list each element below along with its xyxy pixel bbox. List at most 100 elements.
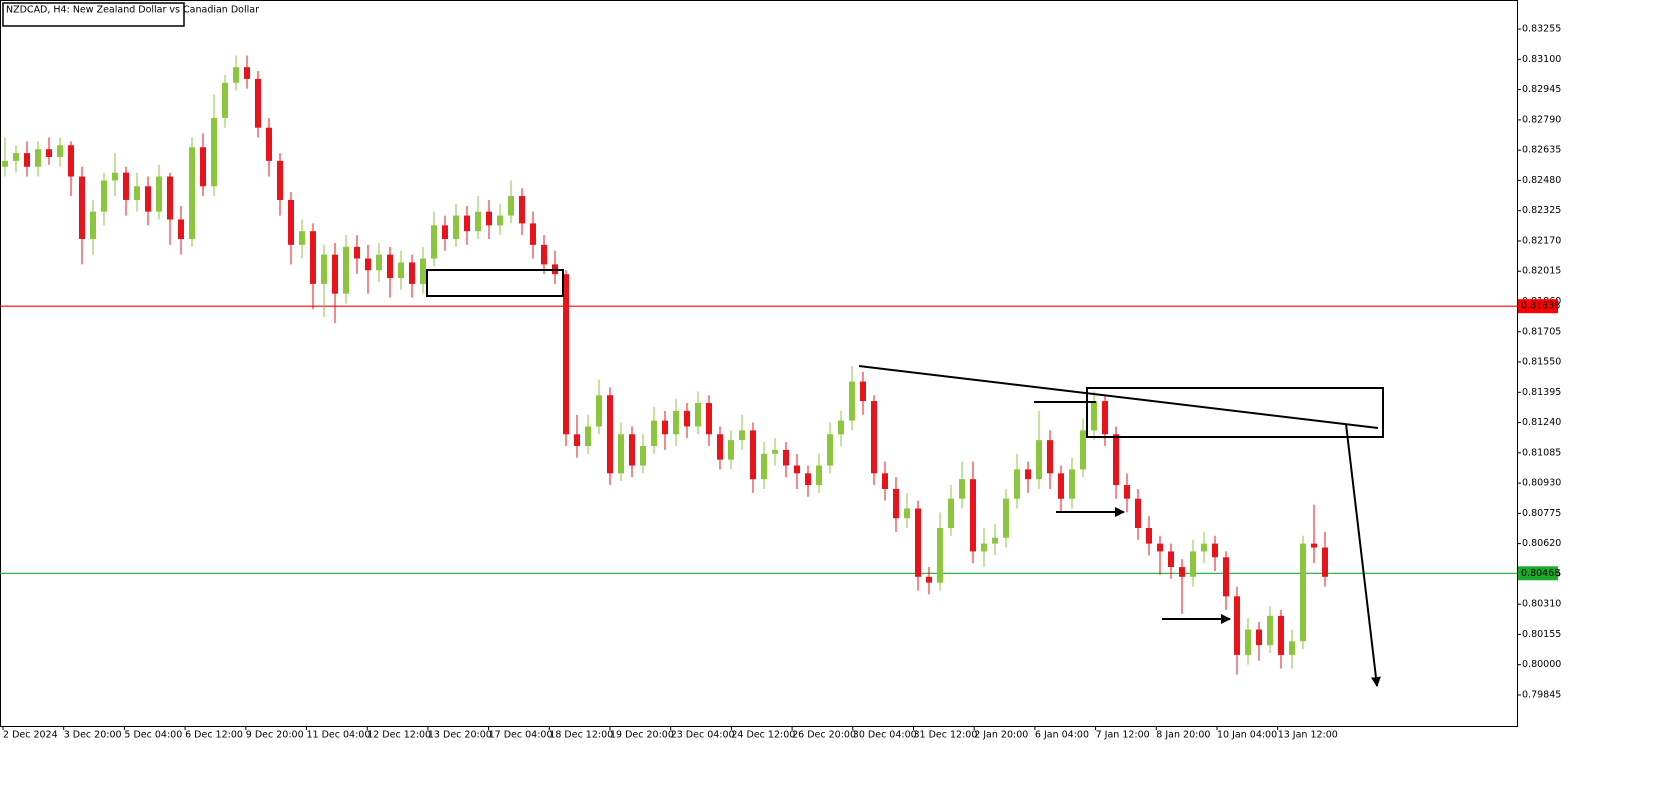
candle-body bbox=[794, 465, 800, 474]
y-tick-label: 0.83255 bbox=[1522, 24, 1561, 35]
y-tick-label: 0.80775 bbox=[1522, 508, 1561, 519]
candle-body bbox=[2, 160, 8, 167]
x-tick-label: 9 Dec 20:00 bbox=[246, 730, 304, 741]
candle-body bbox=[541, 244, 547, 265]
candle-body bbox=[1047, 440, 1053, 474]
candle-body bbox=[937, 528, 943, 583]
y-tick-label: 0.83100 bbox=[1522, 54, 1561, 65]
x-tick-label: 2 Dec 2024 bbox=[3, 730, 58, 741]
candle-body bbox=[1102, 401, 1108, 435]
candle-body bbox=[1157, 543, 1163, 552]
candle-body bbox=[1223, 557, 1229, 597]
x-tick-label: 13 Jan 12:00 bbox=[1278, 730, 1338, 741]
candle-body bbox=[772, 449, 778, 454]
x-tick-label: 2 Jan 20:00 bbox=[974, 730, 1028, 741]
candle-body bbox=[277, 160, 283, 200]
y-tick-label: 0.82945 bbox=[1522, 84, 1561, 95]
candle-body bbox=[1003, 498, 1009, 538]
candle-body bbox=[750, 430, 756, 480]
candle-body bbox=[827, 434, 833, 466]
candle-body bbox=[68, 145, 74, 177]
candle-body bbox=[1245, 629, 1251, 655]
candle-body bbox=[849, 381, 855, 421]
plot-frame bbox=[0, 0, 1518, 727]
candle-body bbox=[728, 440, 734, 460]
chart-title: NZDCAD, H4: New Zealand Dollar vs Canadi… bbox=[6, 5, 259, 16]
candle-body bbox=[1300, 543, 1306, 642]
candle-body bbox=[1080, 430, 1086, 470]
candle-body bbox=[321, 254, 327, 284]
level-tag bbox=[1518, 566, 1558, 581]
candle-body bbox=[145, 186, 151, 212]
y-tick-label: 0.82170 bbox=[1522, 235, 1561, 246]
candle-body bbox=[1058, 473, 1064, 499]
candle-body bbox=[1146, 528, 1152, 544]
candle-body bbox=[1036, 440, 1042, 480]
x-tick-label: 19 Dec 20:00 bbox=[610, 730, 674, 741]
candle-body bbox=[123, 172, 129, 200]
candle-body bbox=[1091, 401, 1097, 431]
y-tick-label: 0.79845 bbox=[1522, 689, 1561, 700]
arrow bbox=[1345, 423, 1381, 687]
candle-body bbox=[739, 430, 745, 441]
candle-body bbox=[112, 172, 118, 181]
y-tick-label: 0.80000 bbox=[1522, 659, 1561, 670]
candle-body bbox=[1201, 543, 1207, 552]
candle-body bbox=[409, 262, 415, 284]
candle-body bbox=[134, 186, 140, 200]
candle-body bbox=[453, 215, 459, 240]
candle-body bbox=[1069, 469, 1075, 499]
x-tick-label: 18 Dec 12:00 bbox=[549, 730, 613, 741]
candle-body bbox=[46, 149, 52, 157]
candle-body bbox=[101, 180, 107, 212]
candle-body bbox=[1190, 551, 1196, 577]
candle-body bbox=[420, 258, 426, 284]
y-tick-label: 0.81705 bbox=[1522, 326, 1561, 337]
candle-body bbox=[684, 410, 690, 427]
x-tick-label: 30 Dec 04:00 bbox=[853, 730, 917, 741]
candle-body bbox=[607, 395, 613, 474]
candle-body bbox=[222, 82, 228, 118]
x-tick-label: 6 Dec 12:00 bbox=[185, 730, 243, 741]
candle-body bbox=[189, 147, 195, 240]
x-tick-label: 23 Dec 04:00 bbox=[671, 730, 735, 741]
candle-body bbox=[662, 420, 668, 435]
candle-body bbox=[24, 153, 30, 167]
candle-body bbox=[266, 127, 272, 161]
candle-body bbox=[695, 403, 701, 427]
x-tick-label: 11 Dec 04:00 bbox=[307, 730, 371, 741]
candle-body bbox=[57, 145, 63, 157]
candle-body bbox=[959, 479, 965, 499]
candle-body bbox=[596, 395, 602, 427]
x-tick-label: 17 Dec 04:00 bbox=[489, 730, 553, 741]
candle-body bbox=[805, 473, 811, 486]
candle-body bbox=[475, 211, 481, 232]
candle-body bbox=[376, 254, 382, 271]
candle-body bbox=[1267, 615, 1273, 646]
candle-body bbox=[1179, 567, 1185, 577]
candle-body bbox=[761, 453, 767, 480]
y-tick-label: 0.81550 bbox=[1522, 357, 1561, 368]
x-tick-label: 7 Jan 12:00 bbox=[1096, 730, 1150, 741]
candle-body bbox=[519, 196, 525, 224]
y-tick-label: 0.82790 bbox=[1522, 114, 1561, 125]
candle-body bbox=[871, 401, 877, 474]
title-box bbox=[2, 2, 185, 27]
x-tick-label: 26 Dec 20:00 bbox=[792, 730, 856, 741]
candle-body bbox=[211, 117, 217, 187]
candle-body bbox=[882, 473, 888, 489]
candle-body bbox=[35, 149, 41, 167]
candle-body bbox=[442, 225, 448, 240]
x-tick-label: 12 Dec 12:00 bbox=[367, 730, 431, 741]
x-tick-label: 5 Dec 04:00 bbox=[124, 730, 182, 741]
level-label: 0.80468 bbox=[1521, 568, 1560, 579]
candle-body bbox=[1256, 629, 1262, 646]
x-tick-label: 24 Dec 12:00 bbox=[731, 730, 795, 741]
candle-body bbox=[288, 199, 294, 245]
candle-body bbox=[431, 225, 437, 259]
candle-body bbox=[651, 420, 657, 446]
candle-body bbox=[1124, 485, 1130, 499]
y-tick-label: 0.80930 bbox=[1522, 478, 1561, 489]
y-tick-label: 0.80155 bbox=[1522, 629, 1561, 640]
